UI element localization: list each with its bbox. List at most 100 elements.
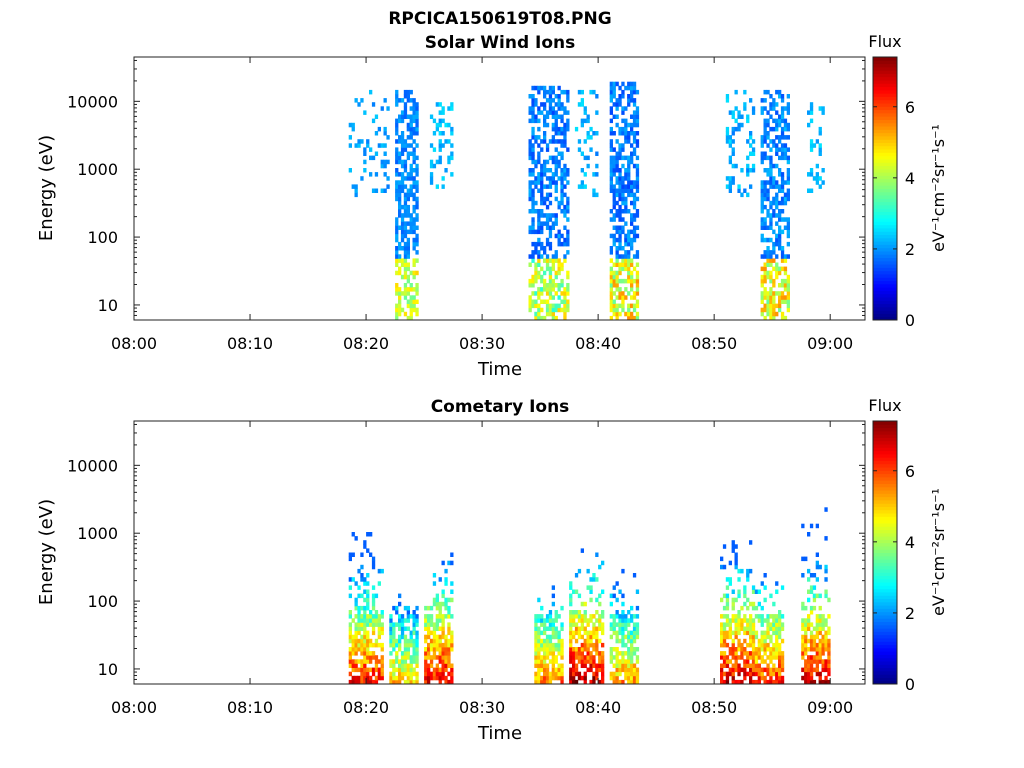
spectrogram-cell — [632, 135, 637, 140]
spectrogram-cell — [612, 270, 616, 276]
spectrogram-cell — [804, 556, 808, 562]
x-tick-label: 08:00 — [111, 698, 157, 717]
spectrogram-cell — [551, 122, 555, 128]
spectrogram-cell — [360, 675, 364, 681]
spectrogram-cell — [609, 180, 613, 185]
spectrogram-cell — [624, 184, 628, 189]
spectrogram-cell — [763, 295, 767, 300]
spectrogram-cell — [624, 618, 628, 623]
spectrogram-cell — [363, 647, 367, 652]
spectrogram-cell — [615, 630, 619, 636]
spectrogram-cell — [383, 151, 387, 156]
spectrogram-cell — [627, 651, 631, 656]
spectrogram-cell — [769, 634, 773, 640]
spectrogram-cell — [809, 118, 814, 124]
spectrogram-cell — [760, 307, 764, 313]
spectrogram-cell — [528, 229, 532, 235]
spectrogram-cell — [731, 638, 735, 644]
spectrogram-cell — [775, 679, 779, 685]
spectrogram-cell — [725, 679, 730, 685]
spectrogram-cell — [531, 159, 535, 165]
spectrogram-cell — [531, 200, 535, 206]
spectrogram-cell — [621, 266, 625, 272]
spectrogram-cell — [754, 663, 759, 668]
spectrogram-cell — [731, 176, 735, 181]
spectrogram-cell — [569, 659, 573, 664]
spectrogram-cell — [815, 593, 819, 599]
spectrogram-cell — [612, 299, 616, 304]
spectrogram-cell — [775, 589, 779, 594]
spectrogram-cell — [369, 651, 373, 656]
spectrogram-cell — [398, 675, 402, 681]
spectrogram-cell — [749, 655, 753, 660]
colorbar-segment — [873, 427, 897, 432]
spectrogram-cell — [746, 663, 750, 668]
spectrogram-cell — [395, 168, 399, 173]
spectrogram-cell — [763, 184, 767, 189]
spectrogram-cell — [635, 180, 640, 185]
spectrogram-cell — [409, 163, 413, 169]
spectrogram-cell — [369, 552, 373, 557]
spectrogram-cell — [778, 213, 782, 218]
spectrogram-cell — [545, 671, 550, 677]
spectrogram-cell — [412, 168, 416, 173]
spectrogram-cell — [632, 295, 637, 300]
spectrogram-cell — [766, 258, 770, 263]
spectrogram-cell — [441, 110, 445, 115]
spectrogram-cell — [543, 667, 547, 673]
spectrogram-cell — [409, 98, 413, 103]
spectrogram-cell — [821, 634, 825, 640]
spectrogram-cell — [369, 638, 373, 644]
spectrogram-cell — [601, 589, 605, 594]
spectrogram-cell — [804, 634, 808, 640]
spectrogram-cell — [612, 593, 616, 599]
spectrogram-cell — [531, 217, 535, 222]
spectrogram-cell — [630, 155, 634, 161]
spectrogram-cell — [432, 118, 437, 124]
spectrogram-cell — [577, 634, 582, 640]
spectrogram-cell — [360, 614, 364, 619]
spectrogram-cell — [412, 679, 416, 685]
spectrogram-cell — [783, 299, 788, 304]
spectrogram-cell — [415, 679, 419, 685]
spectrogram-cell — [766, 618, 770, 623]
spectrogram-cell — [751, 638, 756, 644]
spectrogram-cell — [395, 311, 399, 317]
spectrogram-cell — [348, 651, 352, 656]
spectrogram-cell — [780, 196, 785, 202]
spectrogram-cell — [618, 679, 622, 685]
spectrogram-cell — [560, 262, 564, 267]
spectrogram-cell — [577, 614, 582, 619]
spectrogram-cell — [398, 667, 402, 673]
spectrogram-cell — [357, 626, 361, 631]
spectrogram-cell — [543, 626, 547, 631]
spectrogram-cell — [371, 667, 376, 673]
spectrogram-cell — [598, 564, 602, 570]
spectrogram-cell — [772, 184, 776, 189]
spectrogram-cell — [615, 139, 619, 144]
spectrogram-cell — [563, 295, 567, 300]
spectrogram-cell — [737, 114, 741, 119]
spectrogram-cell — [728, 581, 732, 586]
spectrogram-cell — [635, 270, 640, 276]
spectrogram-cell — [574, 589, 579, 594]
colorbar-segment — [873, 631, 897, 636]
spectrogram-cell — [395, 196, 399, 202]
solar-wind-colorbar-label: Flux — [868, 32, 901, 51]
spectrogram-cell — [395, 642, 399, 648]
spectrogram-cell — [551, 283, 555, 288]
spectrogram-cell — [548, 610, 553, 615]
spectrogram-cell — [351, 577, 355, 582]
spectrogram-cell — [815, 655, 819, 660]
spectrogram-cell — [763, 642, 767, 648]
spectrogram-cell — [612, 168, 616, 173]
spectrogram-cell — [592, 659, 596, 664]
spectrogram-cell — [632, 85, 637, 91]
spectrogram-cell — [534, 184, 538, 189]
spectrogram-cell — [580, 663, 584, 668]
spectrogram-cell — [429, 638, 434, 644]
spectrogram-cell — [435, 122, 439, 128]
colorbar-segment — [873, 129, 897, 134]
spectrogram-cell — [415, 200, 419, 206]
spectrogram-cell — [412, 262, 416, 267]
